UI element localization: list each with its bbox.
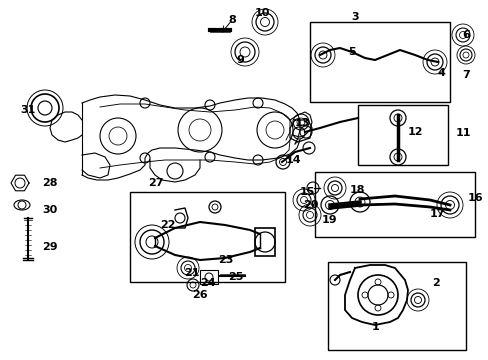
Text: 17: 17	[429, 209, 445, 219]
Text: 15: 15	[299, 187, 315, 197]
Text: 9: 9	[236, 55, 244, 65]
Bar	[200, 270, 218, 284]
Text: 29: 29	[42, 242, 58, 252]
Bar	[327, 262, 465, 350]
Text: 26: 26	[192, 290, 207, 300]
Text: 25: 25	[227, 272, 243, 282]
Text: 13: 13	[294, 118, 310, 128]
Text: 16: 16	[467, 193, 483, 203]
Bar	[254, 228, 274, 256]
Text: 23: 23	[218, 255, 233, 265]
Text: 10: 10	[254, 8, 269, 18]
Bar	[314, 172, 474, 237]
Text: 3: 3	[350, 12, 358, 22]
Text: 14: 14	[285, 155, 301, 165]
Text: 6: 6	[461, 30, 469, 40]
Text: 4: 4	[436, 68, 444, 78]
Text: 30: 30	[42, 205, 57, 215]
Text: 18: 18	[349, 185, 365, 195]
Text: 12: 12	[407, 127, 422, 137]
Text: 28: 28	[42, 178, 58, 188]
Text: 5: 5	[347, 47, 355, 57]
Text: 21: 21	[184, 268, 199, 278]
Text: 8: 8	[228, 15, 235, 25]
Bar	[357, 105, 447, 165]
Text: 27: 27	[148, 178, 163, 188]
Text: 20: 20	[303, 200, 318, 210]
Bar	[130, 192, 285, 282]
Text: 31: 31	[20, 105, 35, 115]
Text: 7: 7	[461, 70, 469, 80]
Text: 11: 11	[455, 128, 470, 138]
Text: 22: 22	[160, 220, 175, 230]
Text: 19: 19	[321, 215, 337, 225]
Text: 24: 24	[200, 278, 215, 288]
Text: 1: 1	[371, 322, 379, 332]
Bar	[309, 22, 449, 102]
Text: 2: 2	[431, 278, 439, 288]
